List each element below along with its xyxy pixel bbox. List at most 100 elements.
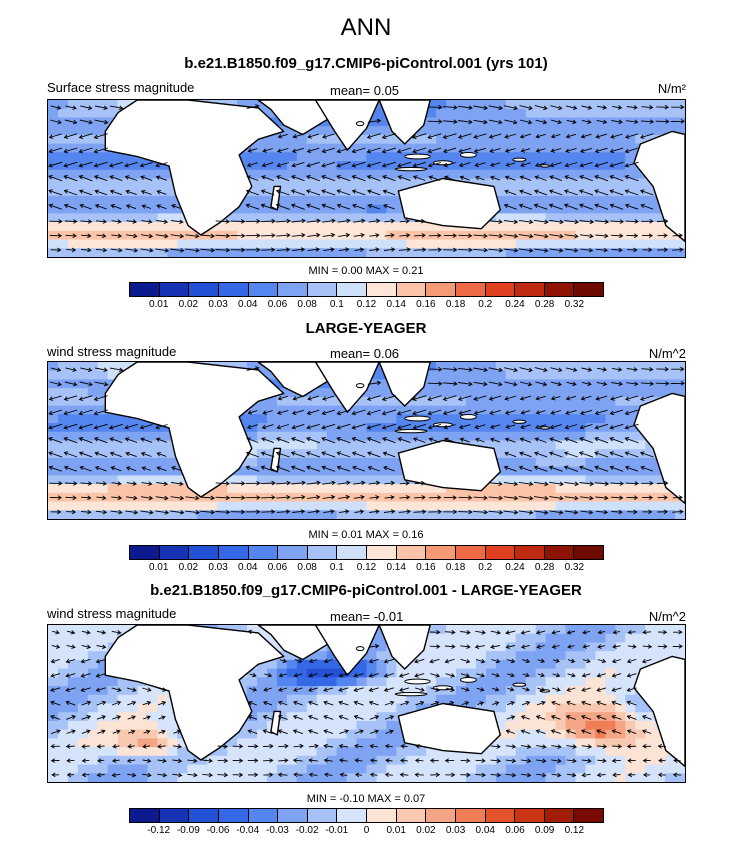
field-cell bbox=[555, 414, 567, 424]
field-cell bbox=[316, 668, 328, 678]
wind-vector bbox=[549, 437, 563, 444]
field-cell bbox=[87, 703, 99, 713]
field-cell bbox=[48, 729, 59, 739]
field-cell bbox=[227, 747, 238, 757]
colorbar-swatch bbox=[426, 283, 456, 296]
field-cell bbox=[386, 431, 397, 442]
field-cell bbox=[117, 729, 129, 739]
field-cell bbox=[436, 501, 447, 511]
field-cell bbox=[127, 457, 139, 468]
field-cell bbox=[296, 712, 308, 722]
field-cell bbox=[615, 484, 626, 494]
field-cell bbox=[585, 134, 597, 145]
field-cell bbox=[57, 248, 69, 257]
wind-vector bbox=[321, 436, 336, 444]
wind-vector bbox=[414, 233, 426, 238]
wind-vector bbox=[336, 203, 351, 210]
field-cell bbox=[475, 625, 487, 635]
wind-vector bbox=[127, 744, 135, 749]
field-cell bbox=[535, 501, 547, 511]
field-cell bbox=[565, 161, 577, 171]
field-cell bbox=[665, 773, 676, 782]
field-cell bbox=[456, 379, 467, 389]
wind-vector bbox=[276, 424, 290, 430]
panel-3-min-max: MIN = -0.10 MAX = 0.07 bbox=[306, 793, 426, 805]
field-cell bbox=[336, 466, 348, 476]
field-cell bbox=[525, 449, 537, 459]
field-cell bbox=[57, 414, 69, 424]
field-cell bbox=[635, 747, 646, 757]
field-cell bbox=[137, 457, 149, 468]
field-cell bbox=[595, 222, 606, 232]
wind-vector bbox=[473, 495, 488, 501]
field-cell bbox=[565, 370, 577, 381]
field-cell bbox=[555, 248, 567, 257]
wind-vector bbox=[50, 247, 62, 253]
wind-vector bbox=[156, 481, 169, 487]
wind-vector bbox=[308, 743, 319, 749]
field-cell bbox=[495, 694, 507, 705]
field-cell bbox=[48, 466, 59, 476]
field-cell bbox=[48, 108, 59, 119]
field-cell bbox=[127, 773, 139, 782]
field-cell bbox=[266, 134, 278, 145]
field-cell bbox=[296, 773, 308, 782]
wind-vector bbox=[578, 203, 594, 210]
field-cell bbox=[257, 440, 268, 450]
field-cell bbox=[87, 484, 99, 494]
field-cell bbox=[675, 625, 685, 635]
field-cell bbox=[505, 178, 517, 188]
wind-vector bbox=[143, 729, 151, 735]
field-cell bbox=[97, 152, 109, 162]
field-cell bbox=[495, 642, 507, 652]
colorbar-tick-label: 0.12 bbox=[356, 299, 377, 310]
field-cell bbox=[485, 440, 497, 450]
field-cell bbox=[545, 501, 557, 511]
field-cell bbox=[515, 396, 527, 407]
field-cell bbox=[595, 659, 606, 670]
field-cell bbox=[456, 169, 467, 180]
wind-vector bbox=[578, 465, 594, 472]
field-cell bbox=[645, 712, 656, 722]
field-cell bbox=[57, 152, 69, 162]
wind-vector bbox=[535, 133, 546, 139]
field-cell bbox=[57, 694, 69, 705]
field-cell bbox=[296, 668, 308, 678]
wind-vector bbox=[93, 409, 108, 416]
field-cell bbox=[436, 633, 447, 644]
field-cell bbox=[177, 738, 188, 748]
field-cell bbox=[137, 475, 149, 485]
wind-vector bbox=[522, 658, 531, 664]
field-cell bbox=[366, 703, 378, 713]
field-cell bbox=[137, 239, 149, 249]
field-cell bbox=[296, 187, 308, 197]
field-cell bbox=[257, 431, 268, 442]
wind-vector bbox=[551, 630, 561, 635]
wind-vector bbox=[109, 451, 123, 458]
wind-vector bbox=[81, 715, 92, 720]
wind-vector bbox=[369, 495, 380, 500]
field-cell bbox=[376, 161, 387, 171]
field-cell bbox=[97, 213, 109, 223]
field-cell bbox=[366, 466, 378, 476]
field-cell bbox=[466, 108, 477, 119]
field-cell bbox=[376, 213, 387, 223]
wind-vector bbox=[567, 658, 576, 664]
field-cell bbox=[635, 100, 646, 110]
field-cell bbox=[505, 204, 517, 214]
field-cell bbox=[545, 651, 557, 661]
field-cell bbox=[436, 362, 447, 372]
wind-vector bbox=[336, 465, 351, 472]
field-cell bbox=[426, 484, 437, 494]
field-cell bbox=[615, 440, 626, 450]
field-cell bbox=[575, 694, 587, 705]
field-cell bbox=[655, 510, 666, 519]
wind-vector bbox=[444, 658, 455, 664]
field-cell bbox=[635, 379, 646, 389]
field-cell bbox=[416, 510, 427, 519]
wind-vector bbox=[566, 381, 577, 387]
field-cell bbox=[515, 501, 527, 511]
field-cell bbox=[147, 738, 159, 748]
field-cell bbox=[286, 755, 298, 766]
field-cell bbox=[515, 668, 527, 678]
